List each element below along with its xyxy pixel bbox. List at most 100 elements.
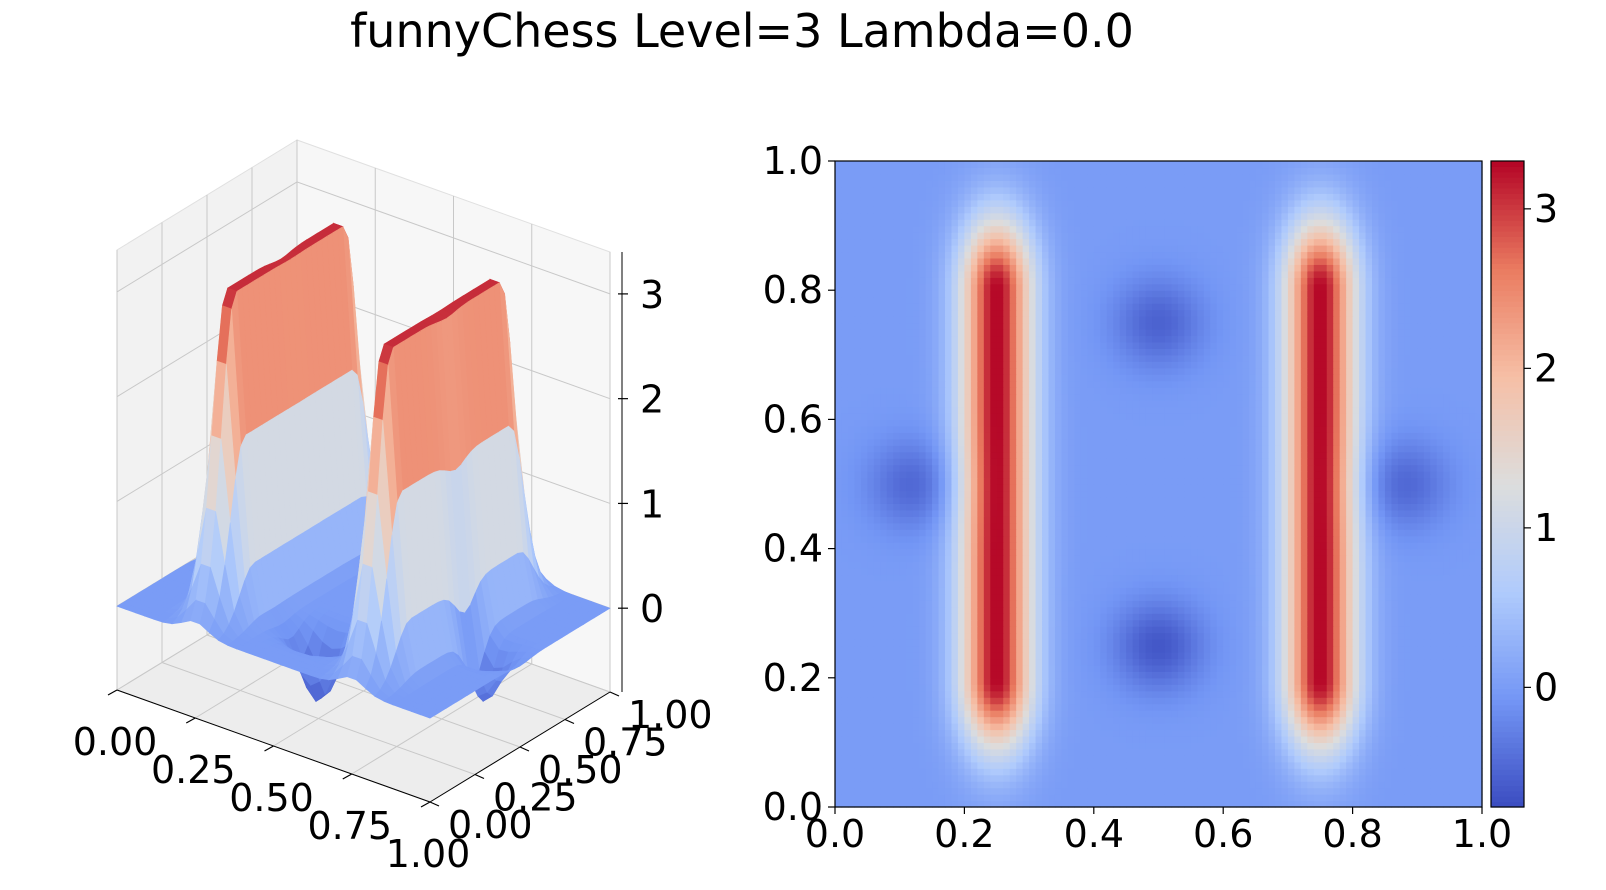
heatmap-cell <box>1365 703 1373 711</box>
heatmap-cell <box>1333 600 1341 608</box>
heatmap-cell <box>1294 651 1302 660</box>
heatmap-cell <box>1449 690 1457 698</box>
heatmap-cell <box>1365 735 1373 743</box>
heatmap-cell <box>1003 561 1011 569</box>
heatmap-cell <box>1080 729 1088 737</box>
heatmap-cell <box>1048 600 1056 608</box>
heatmap-cell <box>1229 684 1237 692</box>
heatmap-cell <box>964 768 972 776</box>
heatmap-cell <box>1449 787 1457 795</box>
heatmap-cell <box>1300 703 1308 711</box>
heatmap-cell <box>1203 716 1211 724</box>
heatmap-cell <box>1346 684 1354 692</box>
heatmap-cell <box>1087 774 1095 782</box>
heatmap-cell <box>1462 697 1470 705</box>
heatmap-cell <box>906 774 914 782</box>
heatmap-cell <box>1404 671 1412 679</box>
heatmap-cell <box>1016 567 1024 576</box>
heatmap-cell <box>1397 729 1405 737</box>
heatmap-cell <box>1326 574 1334 582</box>
heatmap-cell <box>1229 735 1237 743</box>
heatmap-cell <box>1074 697 1082 705</box>
heatmap-cell <box>1268 729 1276 737</box>
heatmap-cell <box>1042 781 1050 789</box>
heatmap-cell <box>1100 639 1108 647</box>
heatmap-cell <box>938 658 946 666</box>
heatmap-cell <box>1171 768 1179 776</box>
heatmap-cell <box>1417 658 1425 666</box>
heatmap-cell <box>1152 768 1160 776</box>
heatmap-cell <box>906 580 914 588</box>
heatmap-cell <box>1410 658 1418 666</box>
heatmap-cell <box>1307 639 1315 647</box>
heatmap-cell <box>983 677 991 685</box>
heatmap-cell <box>1119 658 1127 666</box>
heatmap-cell <box>1022 677 1030 685</box>
heatmap-cell <box>1184 742 1192 750</box>
heatmap-cell <box>938 671 946 679</box>
heatmap-cell <box>835 748 843 756</box>
heatmap-cell <box>1074 580 1082 588</box>
heatmap-cell <box>1410 723 1418 731</box>
heatmap-cell <box>1281 574 1289 582</box>
heatmap-cell <box>1352 697 1360 705</box>
heatmap-cell <box>1236 787 1244 795</box>
heatmap-cell <box>1035 606 1043 614</box>
heatmap-cell <box>841 587 849 595</box>
heatmap-cell <box>1320 690 1328 698</box>
heatmap-cell <box>899 774 907 782</box>
heatmap-cell <box>1197 742 1205 750</box>
heatmap-cell <box>1404 774 1412 782</box>
heatmap-cell <box>1210 774 1218 782</box>
heatmap-cell <box>912 774 920 782</box>
heatmap-cell <box>1365 768 1373 776</box>
heatmap-cell <box>1384 697 1393 705</box>
heatmap-cell <box>1119 748 1127 756</box>
heatmap-cell <box>1320 703 1328 711</box>
heatmap-cell <box>1346 632 1354 640</box>
heatmap-cell <box>912 761 920 769</box>
heatmap-cell <box>1404 658 1412 666</box>
heatmap-cell <box>1042 561 1050 569</box>
heatmap-cell <box>951 632 959 640</box>
heatmap-cell <box>1158 690 1166 698</box>
heatmap-cell <box>847 697 856 705</box>
heatmap-cell <box>996 561 1004 569</box>
heatmap-cell <box>1074 671 1082 679</box>
heatmap-cell <box>1410 671 1418 679</box>
heatmap-cell <box>899 593 907 601</box>
heatmap-cell <box>886 742 894 750</box>
heatmap-cell <box>1268 787 1276 795</box>
x3d-tick-mark <box>107 689 118 696</box>
heatmap-cell <box>1307 561 1315 569</box>
heatmap-cell <box>912 567 920 576</box>
heatmap-cell <box>1106 710 1114 718</box>
heatmap-cell <box>1391 626 1399 634</box>
heatmap-cell <box>886 697 894 705</box>
heatmap-cell <box>1372 703 1380 711</box>
heatmap-cell <box>1042 690 1050 698</box>
heatmap-cell <box>1126 613 1134 621</box>
heatmap-cell <box>1417 723 1425 731</box>
heatmap-cell <box>1126 710 1134 718</box>
heatmap-cell <box>1262 664 1270 672</box>
heatmap-cell <box>1236 606 1244 614</box>
heatmap-cell <box>1430 567 1438 576</box>
heatmap-cell <box>1378 587 1386 595</box>
heatmap-cell <box>906 761 914 769</box>
heatmap-cell <box>867 761 875 769</box>
heatmap-cell <box>1054 755 1063 763</box>
heatmap-cell <box>867 561 875 569</box>
heatmap-cell <box>1229 729 1237 737</box>
heatmap-cell <box>1164 774 1173 782</box>
heatmap-cell <box>1035 645 1043 653</box>
heatmap-cell <box>1359 606 1367 614</box>
heatmap-cell <box>854 645 862 653</box>
heatmap-cell <box>1313 742 1321 750</box>
heatmap-cell <box>1352 574 1360 582</box>
heatmap-cell <box>1352 593 1360 601</box>
heatmap-cell <box>1268 671 1276 679</box>
heatmap-cell <box>1061 781 1069 789</box>
heatmap-cell <box>970 587 978 595</box>
heatmap-cell <box>1113 606 1121 614</box>
